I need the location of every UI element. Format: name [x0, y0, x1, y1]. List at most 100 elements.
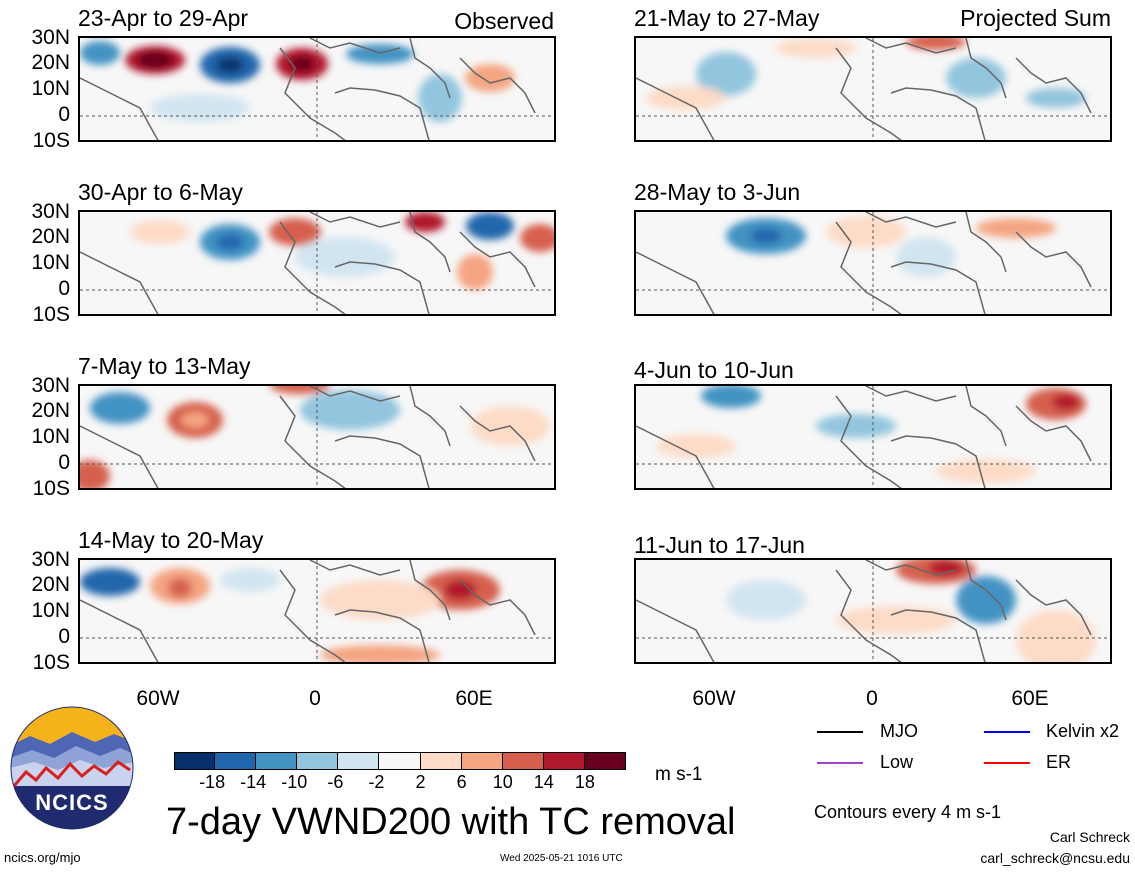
colorbar-tick-label: 14	[533, 772, 554, 792]
anomaly-blob	[696, 52, 756, 96]
lon-label: 60E	[455, 687, 493, 710]
lat-label: 10N	[31, 425, 70, 448]
lat-label: 10N	[31, 251, 70, 274]
anomaly-blob	[928, 560, 964, 576]
anomaly-blob	[816, 414, 896, 438]
lat-label: 10N	[31, 77, 70, 100]
anomaly-blob	[220, 568, 280, 592]
colorbar-swatch	[502, 752, 544, 770]
panel-title: 7-May to 13-May	[78, 353, 251, 379]
footer-timestamp: Wed 2025-05-21 1016 UTC	[500, 853, 623, 864]
coastline	[965, 212, 1007, 273]
coastline	[965, 386, 1007, 447]
anomaly-blob	[405, 212, 445, 232]
coastline	[334, 261, 430, 314]
lat-label: 10S	[32, 129, 70, 152]
lat-label: 0	[58, 625, 70, 648]
colorbar-swatch	[338, 752, 380, 770]
lat-label: 0	[58, 103, 70, 126]
coastline	[865, 38, 957, 54]
anomaly-blob	[137, 51, 173, 69]
coastline	[835, 47, 902, 140]
lat-label: 30N	[31, 200, 70, 223]
lon-label: 60W	[692, 687, 736, 710]
coastline	[459, 405, 536, 462]
main-title: 7-day VWND200 with TC removal	[166, 801, 736, 843]
colorbar-tick-label: -10	[281, 772, 308, 792]
anomaly-blob	[906, 38, 966, 50]
footer-url[interactable]: ncics.org/mjo	[4, 850, 81, 865]
lon-label: 0	[309, 687, 321, 710]
anomaly-blob	[826, 216, 906, 248]
panel-title: 11-Jun to 17-Jun	[634, 532, 805, 558]
low-line	[817, 762, 863, 764]
lat-label: 10S	[32, 651, 70, 674]
colorbar	[174, 752, 626, 770]
anomaly-field	[80, 560, 554, 662]
anomaly-blob	[1016, 610, 1096, 662]
panel-title: 14-May to 20-May	[78, 527, 264, 553]
coastline	[334, 87, 430, 140]
anomaly-field	[636, 38, 1110, 140]
anomaly-blob	[1052, 394, 1080, 410]
map-panel	[78, 384, 556, 490]
colorbar-swatch	[256, 752, 298, 770]
observed-label: Observed	[454, 8, 554, 34]
lat-label: 30N	[31, 26, 70, 49]
colorbar-swatch	[379, 752, 421, 770]
colorbar-swatch	[297, 752, 339, 770]
anomaly-field	[636, 386, 1110, 488]
coastline	[965, 38, 1007, 99]
anomaly-field	[80, 212, 554, 314]
colorbar-tick-label: 10	[492, 772, 513, 792]
anomaly-field	[636, 560, 1110, 662]
coastline	[334, 609, 430, 662]
anomaly-blob	[956, 576, 1016, 624]
colorbar-tick-label: 2	[415, 772, 426, 792]
coastline	[309, 38, 401, 54]
mjo-label: MJO	[880, 721, 918, 741]
anomaly-blob	[465, 64, 515, 92]
colorbar-swatch	[584, 752, 626, 770]
lon-label: 60E	[1011, 687, 1049, 710]
panel-title: 23-Apr to 29-Apr	[78, 5, 249, 31]
coastline	[80, 251, 159, 314]
anomaly-blob	[130, 220, 190, 244]
colorbar-tick-label: -6	[327, 772, 344, 792]
colorbar-tick-label: 6	[456, 772, 467, 792]
coastline	[890, 261, 986, 314]
coastline	[309, 560, 401, 576]
coastline	[1015, 405, 1092, 462]
coastline	[309, 386, 401, 402]
map-panel	[634, 384, 1112, 490]
projected-sum-label: Projected Sum	[960, 5, 1111, 31]
coastline	[636, 425, 715, 488]
coastline	[835, 395, 902, 488]
footer-email[interactable]: carl_schreck@ncsu.edu	[980, 850, 1130, 866]
lat-label: 30N	[31, 548, 70, 571]
lon-label: 60W	[136, 687, 180, 710]
colorbar-swatch	[174, 752, 216, 770]
anomaly-blob	[457, 254, 493, 290]
lat-label: 20N	[31, 573, 70, 596]
coastline	[409, 38, 451, 99]
anomaly-blob	[270, 386, 330, 394]
map-panel	[634, 558, 1112, 664]
anomaly-blob	[80, 41, 120, 65]
coastline	[865, 386, 957, 402]
lat-label: 10N	[31, 599, 70, 622]
coastline	[835, 569, 902, 662]
map-panel	[78, 36, 556, 142]
mjo-line	[817, 731, 863, 733]
anomaly-blob	[656, 434, 736, 458]
coastline	[459, 579, 536, 636]
ncics-logo: NCICS	[10, 706, 134, 830]
anomaly-blob	[216, 234, 244, 250]
lat-label: 20N	[31, 51, 70, 74]
coastline	[636, 77, 715, 140]
anomaly-blob	[300, 390, 400, 430]
coastline	[890, 87, 986, 140]
coastline	[334, 435, 430, 488]
anomaly-field	[80, 38, 554, 140]
colorbar-swatch	[215, 752, 257, 770]
